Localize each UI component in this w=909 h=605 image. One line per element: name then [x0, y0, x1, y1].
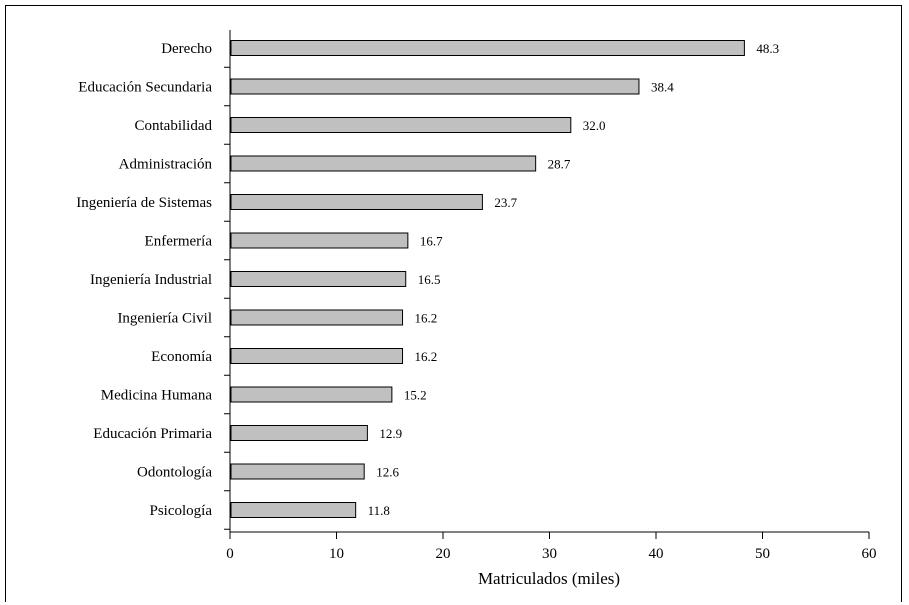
x-tick-label: 40 [649, 546, 664, 562]
bar [230, 232, 409, 249]
category-label: Ingeniería Civil [117, 311, 212, 327]
value-label: 48.3 [756, 41, 779, 56]
category-label: Ingeniería de Sistemas [76, 195, 212, 211]
bar [230, 40, 745, 56]
value-label: 16.5 [418, 272, 441, 287]
category-label: Educación Secundaria [78, 80, 212, 96]
value-label: 23.7 [494, 195, 517, 210]
bar [230, 271, 407, 287]
bar [230, 78, 640, 95]
category-label: Administración [119, 157, 213, 173]
x-tick-label: 0 [226, 546, 234, 562]
x-tick-label: 20 [436, 546, 451, 562]
category-label: Psicología [150, 503, 213, 519]
category-label: Derecho [161, 41, 212, 57]
category-label: Economía [151, 349, 212, 365]
value-label: 38.4 [651, 80, 674, 95]
x-axis-title: Matriculados (miles) [478, 569, 620, 588]
value-label: 16.2 [415, 349, 438, 364]
bars-group [230, 40, 745, 518]
value-label: 32.0 [583, 118, 606, 133]
category-label: Educación Primaria [93, 426, 212, 442]
x-tick-label: 30 [542, 546, 557, 562]
bar [230, 194, 483, 210]
category-label: Contabilidad [135, 118, 213, 134]
category-label: Ingeniería Industrial [90, 272, 212, 288]
value-label: 11.8 [368, 503, 390, 518]
value-label: 28.7 [548, 157, 571, 172]
bar [230, 117, 572, 133]
bar [230, 425, 368, 441]
value-label: 12.9 [379, 426, 402, 441]
x-tick-label: 10 [329, 546, 344, 562]
x-tick-label: 60 [862, 546, 877, 562]
category-label: Medicina Humana [101, 388, 213, 404]
category-labels-group: Derecho Educación Secundaria Contabilidad A… [76, 41, 212, 519]
bar [230, 309, 404, 326]
category-label: Enfermería [145, 234, 213, 250]
bar [230, 502, 357, 518]
chart-frame [5, 5, 902, 602]
x-tick-label: 50 [755, 546, 770, 562]
bar [230, 348, 404, 364]
bar [230, 386, 393, 403]
bar [230, 463, 365, 480]
axes-group: 0 10 20 30 40 50 60 [224, 30, 877, 562]
value-label: 16.2 [415, 311, 438, 326]
value-labels-group: 48.3 38.4 32.0 28.7 23.7 16.7 16.5 16.2 16.2 15.2… [368, 41, 779, 518]
value-label: 15.2 [404, 388, 427, 403]
value-label: 12.6 [376, 465, 399, 480]
value-label: 16.7 [420, 234, 443, 249]
category-label: Odontología [137, 465, 212, 481]
bar [230, 155, 537, 172]
